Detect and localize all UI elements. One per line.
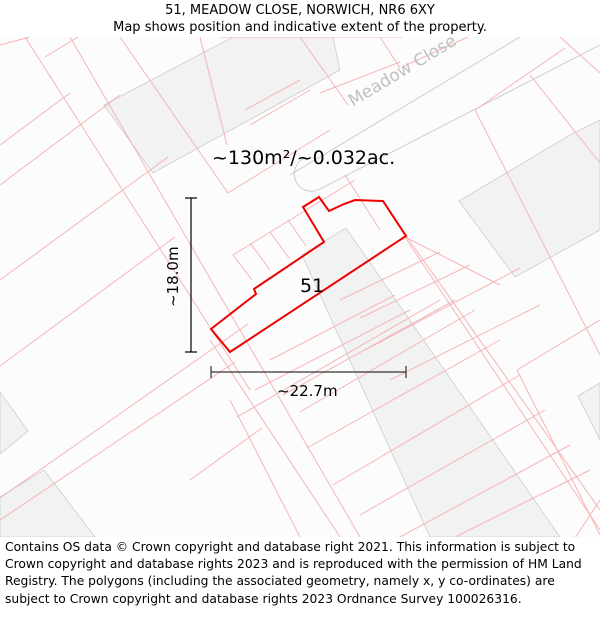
property-number-label: 51 [300, 275, 325, 297]
height-measure-bar [185, 197, 197, 353]
area-label: ~130m²/~0.032ac. [212, 147, 396, 169]
property-boundary[interactable] [209, 195, 408, 354]
building [577, 382, 600, 441]
parcel-lines-layer [0, 37, 600, 537]
map-header: 51, MEADOW CLOSE, NORWICH, NR6 6XY Map s… [0, 0, 600, 37]
height-measure-label: ~18.0m [164, 246, 182, 307]
building [301, 227, 561, 537]
building [458, 119, 600, 278]
building [0, 469, 96, 537]
attribution-text: Contains OS data © Crown copyright and d… [5, 540, 582, 606]
building [0, 391, 29, 455]
map-subtitle: Map shows position and indicative extent… [113, 20, 487, 35]
property-map[interactable]: Meadow Close ~130m²/~0.032ac. 51 ~18.0m … [0, 37, 600, 537]
width-measure-bar [210, 366, 407, 378]
road-meadow-close [289, 37, 600, 192]
width-measure-label: ~22.7m [277, 382, 338, 400]
property-address-title: 51, MEADOW CLOSE, NORWICH, NR6 6XY [165, 3, 435, 18]
building [103, 37, 341, 174]
